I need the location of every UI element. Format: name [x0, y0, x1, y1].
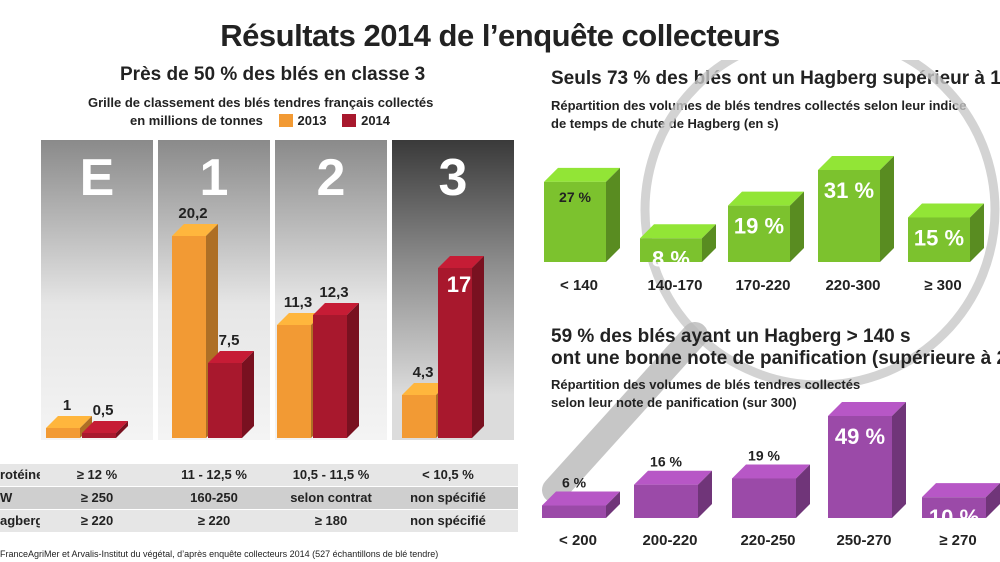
- bar-2014-2: [313, 303, 359, 438]
- table-cell: non spécifié: [410, 513, 486, 528]
- legend-swatch-2014: [342, 114, 357, 127]
- right-bottom-heading-1: 59 % des blés ayant un Hagberg > 140 s: [551, 326, 911, 347]
- table-cell: selon contrat: [290, 490, 372, 505]
- legend-swatch-2013: [278, 114, 293, 127]
- x-tick-label: 140-170: [647, 277, 702, 294]
- right-bottom-heading-2: ont une bonne note de panification (supé…: [551, 348, 1000, 369]
- table-cell: 11 - 12,5 %: [181, 467, 247, 482]
- table-cell: ≥ 250: [80, 490, 114, 505]
- data-label: 31 %: [824, 178, 874, 203]
- right-bottom-subtitle-1: Répartition des volumes de blés tendres …: [551, 377, 861, 392]
- data-label: 19 %: [748, 447, 780, 463]
- left-subtitle-2: en millions de tonnes: [130, 113, 263, 128]
- left-subtitle-1: Grille de classement des blés tendres fr…: [88, 95, 434, 110]
- panification-bar-0: [542, 491, 620, 518]
- table-row-label: rotéines: [0, 467, 40, 482]
- hagberg-bar-chart: 27 % < 140 8 % 140-170 19 % 170-220 31 % 220-30…: [544, 156, 984, 294]
- right-bottom-subtitle-2: selon leur note de panification (sur 300…: [551, 395, 797, 410]
- x-tick-label: ≥ 300: [924, 277, 961, 294]
- left-legend: en millions de tonnes 2013 2014: [130, 113, 390, 128]
- table-cell: 160-250: [190, 490, 238, 505]
- panification-bar-4: [922, 483, 1000, 518]
- legend-label-2014: 2014: [361, 113, 391, 128]
- data-label: 10 %: [929, 505, 979, 530]
- class-label-1: 1: [199, 149, 229, 207]
- x-tick-label: 250-270: [836, 532, 891, 549]
- data-label: 4,3: [413, 364, 434, 381]
- table-row-w: W ≥ 250 160-250 selon contrat non spécif…: [0, 487, 518, 509]
- source-footnote: FranceAgriMer et Arvalis-Institut du vég…: [0, 549, 439, 559]
- data-label: 0,5: [93, 402, 114, 419]
- data-label: 1: [63, 397, 71, 414]
- table-cell: 10,5 - 11,5 %: [292, 467, 370, 482]
- right-top-subtitle-1: Répartition des volumes de blés tendres …: [551, 98, 967, 113]
- table-cell: ≥ 220: [80, 513, 114, 528]
- class-label-e: E: [79, 149, 115, 207]
- bar-2014-3: [438, 256, 484, 438]
- class-label-3: 3: [438, 149, 468, 207]
- data-label: 11,3: [284, 294, 312, 311]
- hagberg-bar-3: [818, 156, 894, 262]
- right-top-heading: Seuls 73 % des blés ont un Hagberg supér…: [551, 68, 1000, 89]
- table-cell: ≥ 220: [197, 513, 231, 528]
- data-label: 15 %: [914, 225, 964, 250]
- panification-bar-3: [828, 402, 906, 518]
- data-label: 20,2: [178, 205, 207, 222]
- class-label-2: 2: [316, 149, 346, 207]
- x-tick-label: 220-300: [825, 277, 880, 294]
- panification-bar-2: [732, 464, 810, 518]
- data-label: 16 %: [650, 454, 682, 470]
- data-label: 7,5: [219, 332, 240, 349]
- table-cell: ≥ 12 %: [76, 467, 118, 482]
- data-label: 17: [447, 272, 471, 297]
- data-label: 12,3: [319, 284, 348, 301]
- data-label: 8 %: [652, 246, 690, 271]
- table-row-label: agberg: [0, 513, 40, 528]
- x-tick-label: 220-250: [740, 532, 795, 549]
- x-tick-label: < 200: [559, 532, 597, 549]
- hagberg-bar-4: [908, 203, 984, 262]
- panification-bar-chart: 6 % < 200 16 % 200-220 19 % 220-250 49 % 250-27…: [542, 402, 1000, 549]
- table-cell: < 10,5 %: [422, 467, 474, 482]
- bar-2014-E: [82, 421, 128, 438]
- x-tick-label: 170-220: [735, 277, 790, 294]
- panification-bar-1: [634, 470, 712, 518]
- bar-2014-1: [208, 351, 254, 438]
- data-label: 27 %: [559, 189, 591, 205]
- legend-label-2013: 2013: [297, 113, 327, 128]
- data-label: 6 %: [562, 475, 587, 491]
- table-row-hagberg: agberg ≥ 220 ≥ 220 ≥ 180 non spécifié: [0, 510, 518, 532]
- table-cell: ≥ 180: [314, 513, 348, 528]
- table-cell: non spécifié: [410, 490, 486, 505]
- x-tick-label: ≥ 270: [939, 532, 976, 549]
- left-heading: Près de 50 % des blés en classe 3: [120, 64, 426, 85]
- class-column-e: E: [41, 140, 153, 440]
- page-title: Résultats 2014 de l’enquête collecteurs: [220, 18, 780, 53]
- data-label: 19 %: [734, 214, 784, 239]
- data-label: 49 %: [835, 424, 885, 449]
- table-row-proteines: rotéines ≥ 12 % 11 - 12,5 % 10,5 - 11,5 …: [0, 464, 518, 486]
- magnifier-icon: [542, 60, 1000, 503]
- table-row-label: W: [0, 490, 13, 505]
- hagberg-bar-0: [544, 167, 620, 262]
- hagberg-bar-1: [640, 224, 716, 262]
- x-tick-label: < 140: [560, 277, 598, 294]
- left-bar-chart: 1 0,5 20,2 7,5 11,3 12,3 4,3 17: [46, 205, 484, 438]
- hagberg-bar-2: [728, 191, 804, 262]
- x-tick-label: 200-220: [642, 532, 697, 549]
